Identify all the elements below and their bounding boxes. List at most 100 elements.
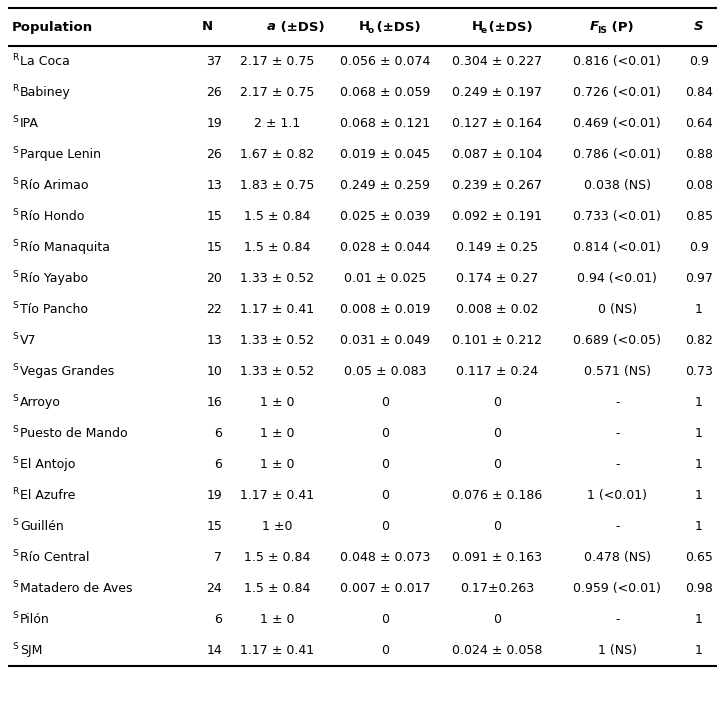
Text: (±DS): (±DS) (276, 20, 325, 34)
Text: 0.98: 0.98 (685, 582, 713, 595)
Text: 1.5 ± 0.84: 1.5 ± 0.84 (244, 582, 310, 595)
Text: S: S (694, 20, 704, 34)
Text: S: S (12, 518, 17, 527)
Text: Matadero de Aves: Matadero de Aves (20, 582, 133, 595)
Text: 0.689 (<0.05): 0.689 (<0.05) (573, 334, 661, 347)
Text: Río Central: Río Central (20, 551, 89, 564)
Text: 1.33 ± 0.52: 1.33 ± 0.52 (241, 365, 315, 378)
Text: 0.249 ± 0.259: 0.249 ± 0.259 (340, 179, 430, 192)
Text: S: S (12, 146, 17, 155)
Text: 0: 0 (494, 613, 502, 626)
Text: S: S (12, 239, 17, 248)
Text: 15: 15 (206, 241, 222, 254)
Text: 0.025 ± 0.039: 0.025 ± 0.039 (340, 210, 430, 223)
Text: Arroyo: Arroyo (20, 396, 61, 409)
Text: Río Manaquita: Río Manaquita (20, 241, 110, 254)
Text: 22: 22 (207, 303, 222, 316)
Text: 1 ± 0: 1 ± 0 (260, 613, 294, 626)
Text: 0: 0 (494, 396, 502, 409)
Text: 0.84: 0.84 (685, 86, 713, 99)
Text: 1.17 ± 0.41: 1.17 ± 0.41 (241, 489, 315, 502)
Text: 0: 0 (381, 427, 389, 440)
Text: 1.83 ± 0.75: 1.83 ± 0.75 (240, 179, 315, 192)
Text: 1: 1 (695, 458, 703, 471)
Text: S: S (12, 394, 17, 403)
Text: 1: 1 (695, 396, 703, 409)
Text: 0.304 ± 0.227: 0.304 ± 0.227 (452, 55, 542, 68)
Text: 6: 6 (214, 458, 222, 471)
Text: 0.092 ± 0.191: 0.092 ± 0.191 (452, 210, 542, 223)
Text: 0.73: 0.73 (685, 365, 713, 378)
Text: 0.038 (NS): 0.038 (NS) (584, 179, 651, 192)
Text: 0.01 ± 0.025: 0.01 ± 0.025 (344, 272, 426, 285)
Text: 0.068 ± 0.121: 0.068 ± 0.121 (340, 117, 430, 130)
Text: -: - (615, 396, 619, 409)
Text: 26: 26 (207, 86, 222, 99)
Text: 0.64: 0.64 (685, 117, 713, 130)
Text: 0: 0 (494, 427, 502, 440)
Text: 0: 0 (381, 458, 389, 471)
Text: (P): (P) (608, 20, 634, 34)
Text: 6: 6 (214, 613, 222, 626)
Text: S: S (12, 456, 17, 465)
Text: Vegas Grandes: Vegas Grandes (20, 365, 115, 378)
Text: Pilón: Pilón (20, 613, 50, 626)
Text: 0.17±0.263: 0.17±0.263 (460, 582, 534, 595)
Text: 1: 1 (695, 520, 703, 533)
Text: 0.571 (NS): 0.571 (NS) (584, 365, 651, 378)
Text: 0.048 ± 0.073: 0.048 ± 0.073 (340, 551, 430, 564)
Text: R: R (12, 84, 18, 93)
Text: 16: 16 (207, 396, 222, 409)
Text: -: - (615, 458, 619, 471)
Text: Río Yayabo: Río Yayabo (20, 272, 88, 285)
Text: 1: 1 (695, 427, 703, 440)
Text: 0.82: 0.82 (685, 334, 713, 347)
Text: 1.5 ± 0.84: 1.5 ± 0.84 (244, 210, 310, 223)
Text: Tío Pancho: Tío Pancho (20, 303, 88, 316)
Text: 1 ±0: 1 ±0 (262, 520, 293, 533)
Text: SJM: SJM (20, 644, 42, 657)
Text: S: S (12, 301, 17, 310)
Text: 1.17 ± 0.41: 1.17 ± 0.41 (241, 303, 315, 316)
Text: 0: 0 (381, 396, 389, 409)
Text: 0.469 (<0.01): 0.469 (<0.01) (573, 117, 661, 130)
Text: 0.174 ± 0.27: 0.174 ± 0.27 (456, 272, 539, 285)
Text: S: S (12, 208, 17, 217)
Text: 0.249 ± 0.197: 0.249 ± 0.197 (452, 86, 542, 99)
Text: 0.091 ± 0.163: 0.091 ± 0.163 (452, 551, 542, 564)
Text: 0.007 ± 0.017: 0.007 ± 0.017 (340, 582, 430, 595)
Text: 19: 19 (207, 489, 222, 502)
Text: La Coca: La Coca (20, 55, 70, 68)
Text: 0.814 (<0.01): 0.814 (<0.01) (573, 241, 661, 254)
Text: (±DS): (±DS) (372, 20, 420, 34)
Text: R: R (12, 487, 18, 496)
Text: Babiney: Babiney (20, 86, 71, 99)
Text: 2.17 ± 0.75: 2.17 ± 0.75 (240, 55, 315, 68)
Text: 7: 7 (214, 551, 222, 564)
Text: 0.959 (<0.01): 0.959 (<0.01) (573, 582, 661, 595)
Text: V7: V7 (20, 334, 36, 347)
Text: 26: 26 (207, 148, 222, 161)
Text: 1.5 ± 0.84: 1.5 ± 0.84 (244, 551, 310, 564)
Text: (±DS): (±DS) (484, 20, 533, 34)
Text: S: S (12, 115, 17, 124)
Text: 37: 37 (206, 55, 222, 68)
Text: 0.056 ± 0.074: 0.056 ± 0.074 (340, 55, 430, 68)
Text: 1 ± 0: 1 ± 0 (260, 427, 294, 440)
Text: e: e (481, 26, 486, 35)
Text: 1.17 ± 0.41: 1.17 ± 0.41 (241, 644, 315, 657)
Text: 1.33 ± 0.52: 1.33 ± 0.52 (241, 272, 315, 285)
Text: -: - (615, 520, 619, 533)
Text: 0.65: 0.65 (685, 551, 713, 564)
Text: H: H (359, 20, 370, 34)
Text: 19: 19 (207, 117, 222, 130)
Text: 0.816 (<0.01): 0.816 (<0.01) (573, 55, 661, 68)
Text: Río Arimao: Río Arimao (20, 179, 88, 192)
Text: 0.008 ± 0.02: 0.008 ± 0.02 (456, 303, 539, 316)
Text: S: S (12, 611, 17, 620)
Text: 13: 13 (207, 179, 222, 192)
Text: 1: 1 (695, 303, 703, 316)
Text: -: - (615, 613, 619, 626)
Text: 14: 14 (207, 644, 222, 657)
Text: H: H (471, 20, 483, 34)
